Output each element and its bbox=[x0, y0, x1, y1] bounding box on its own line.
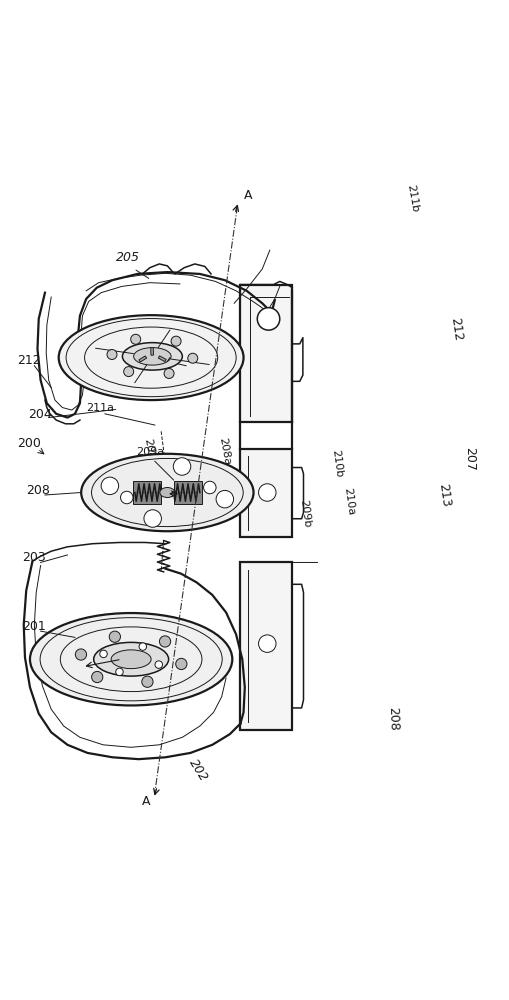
Polygon shape bbox=[139, 356, 147, 362]
Text: 206a: 206a bbox=[170, 343, 198, 353]
Text: 200: 200 bbox=[17, 437, 41, 450]
Circle shape bbox=[173, 458, 191, 475]
Circle shape bbox=[171, 336, 181, 346]
Circle shape bbox=[259, 484, 276, 501]
Circle shape bbox=[116, 668, 123, 676]
Circle shape bbox=[131, 334, 140, 344]
Ellipse shape bbox=[111, 650, 151, 669]
Circle shape bbox=[107, 350, 117, 359]
Circle shape bbox=[142, 676, 153, 687]
Circle shape bbox=[100, 650, 107, 658]
Polygon shape bbox=[240, 449, 292, 537]
Text: 210b: 210b bbox=[330, 449, 344, 478]
Circle shape bbox=[188, 353, 198, 363]
Text: 202: 202 bbox=[186, 757, 210, 784]
Text: R: R bbox=[159, 490, 166, 500]
Text: 205: 205 bbox=[116, 251, 139, 264]
Polygon shape bbox=[240, 562, 292, 730]
Circle shape bbox=[92, 671, 103, 683]
Text: 206b: 206b bbox=[186, 356, 214, 366]
Circle shape bbox=[257, 308, 280, 330]
Circle shape bbox=[259, 635, 276, 652]
Text: 209b: 209b bbox=[298, 499, 313, 528]
Circle shape bbox=[204, 481, 216, 494]
Circle shape bbox=[121, 491, 133, 504]
Polygon shape bbox=[240, 285, 292, 422]
Text: 208a: 208a bbox=[217, 436, 232, 466]
Circle shape bbox=[139, 643, 147, 650]
Circle shape bbox=[216, 490, 234, 508]
Polygon shape bbox=[151, 348, 153, 355]
Text: 208: 208 bbox=[386, 707, 400, 731]
Text: 209a: 209a bbox=[136, 447, 164, 457]
Ellipse shape bbox=[160, 488, 175, 498]
Circle shape bbox=[101, 477, 119, 495]
Ellipse shape bbox=[59, 315, 243, 400]
Text: 210a: 210a bbox=[342, 487, 356, 516]
Text: A: A bbox=[143, 795, 151, 808]
Circle shape bbox=[124, 367, 134, 377]
Text: 201: 201 bbox=[22, 620, 46, 633]
Text: 211b: 211b bbox=[405, 184, 419, 213]
Circle shape bbox=[75, 649, 87, 660]
Circle shape bbox=[155, 661, 162, 668]
Text: 208: 208 bbox=[26, 484, 50, 497]
Circle shape bbox=[164, 368, 174, 378]
Text: 211a: 211a bbox=[86, 403, 114, 413]
Polygon shape bbox=[174, 481, 202, 504]
Text: 212: 212 bbox=[17, 354, 41, 367]
Ellipse shape bbox=[122, 343, 182, 370]
Text: 203: 203 bbox=[22, 551, 46, 564]
Text: 208b: 208b bbox=[143, 438, 157, 468]
Ellipse shape bbox=[30, 613, 232, 705]
Ellipse shape bbox=[81, 454, 253, 531]
Circle shape bbox=[144, 510, 161, 527]
Polygon shape bbox=[158, 356, 166, 362]
Circle shape bbox=[176, 658, 187, 670]
Text: 213: 213 bbox=[436, 483, 452, 508]
Circle shape bbox=[109, 631, 121, 642]
Ellipse shape bbox=[134, 348, 171, 365]
Circle shape bbox=[159, 636, 171, 647]
Text: 212: 212 bbox=[448, 317, 465, 342]
Text: 207: 207 bbox=[463, 447, 476, 471]
Text: 204: 204 bbox=[28, 408, 52, 421]
Ellipse shape bbox=[94, 642, 168, 676]
Text: A: A bbox=[243, 189, 252, 202]
Polygon shape bbox=[133, 481, 161, 504]
